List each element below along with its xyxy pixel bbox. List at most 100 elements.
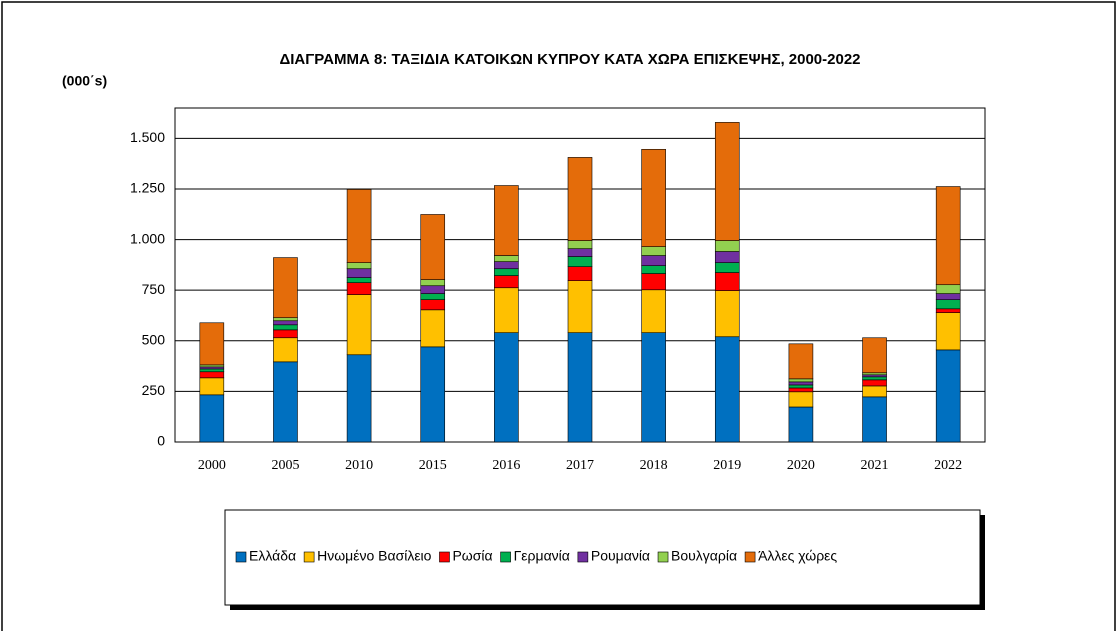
x-tick-label: 2015 xyxy=(419,458,447,473)
bar-segment xyxy=(273,361,298,443)
bar-segment xyxy=(273,337,298,363)
bar-segment xyxy=(935,312,961,351)
bar-segment xyxy=(788,387,814,393)
legend-label: Ρωσία xyxy=(452,548,492,564)
bar-segment xyxy=(420,279,446,287)
bar-segment xyxy=(567,157,593,241)
bar-segment xyxy=(714,240,740,252)
bar-segment xyxy=(420,285,446,294)
bar-segment xyxy=(199,322,225,366)
legend-label: Ρουμανία xyxy=(591,548,650,564)
legend-swatch xyxy=(303,551,315,563)
legend-swatch xyxy=(577,551,589,563)
bar-segment xyxy=(346,189,372,263)
x-tick-label: 2022 xyxy=(934,458,962,473)
y-tick-label: 500 xyxy=(142,331,166,347)
bar-segment xyxy=(788,391,814,408)
x-tick-label: 2021 xyxy=(861,458,889,473)
legend-label: Ηνωμένο Βασίλειο xyxy=(317,548,432,564)
bar-segment xyxy=(862,337,887,374)
y-tick-label: 1.000 xyxy=(130,230,165,246)
bar-segment xyxy=(567,280,593,333)
y-tick-label: 750 xyxy=(142,281,166,297)
bar-segment xyxy=(567,266,593,281)
bar-segment xyxy=(494,275,519,289)
bar-segment xyxy=(199,364,225,368)
bar-segment xyxy=(420,299,446,311)
bar-segment xyxy=(346,354,372,443)
y-axis-label: (000΄s) xyxy=(62,73,107,89)
bar-segment xyxy=(199,394,225,443)
bar-segment xyxy=(641,148,666,247)
bar-segment xyxy=(641,246,666,256)
legend-swatch xyxy=(235,551,247,563)
bar-segment xyxy=(273,317,298,322)
bar-segment xyxy=(567,332,593,443)
bar-segment xyxy=(641,255,666,266)
y-tick-label: 1.250 xyxy=(130,180,165,196)
bar-segment xyxy=(935,284,961,294)
bar-segment xyxy=(641,332,666,443)
bar-segment xyxy=(346,282,372,295)
bar-segment xyxy=(862,374,887,378)
bar-segment xyxy=(641,289,666,333)
legend-swatch xyxy=(744,551,756,563)
bar-segment xyxy=(346,268,372,278)
bar-segment xyxy=(346,262,372,270)
legend-label: Άλλες χώρες xyxy=(758,548,837,564)
legend-swatch xyxy=(500,551,511,563)
y-tick-label: 1.500 xyxy=(130,129,165,145)
bar-segment xyxy=(494,261,519,270)
legend-label: Βουλγαρία xyxy=(671,548,737,564)
bar-segment xyxy=(273,324,298,331)
legend-box xyxy=(224,509,981,606)
bar-segment xyxy=(494,185,519,256)
bar-segment xyxy=(935,293,961,300)
bar-segment xyxy=(788,378,814,383)
bar-segment xyxy=(714,251,740,263)
bar-segment xyxy=(862,372,887,376)
x-tick-label: 2005 xyxy=(271,458,299,473)
legend-swatch xyxy=(657,551,669,563)
legend-swatch xyxy=(439,551,450,563)
bar-segment xyxy=(494,255,519,262)
bar-segment xyxy=(935,186,961,286)
bar-segment xyxy=(788,406,814,443)
bar-segment xyxy=(641,273,666,291)
legend-label: Γερμανία xyxy=(514,548,570,564)
x-tick-label: 2020 xyxy=(787,458,815,473)
bar-segment xyxy=(567,240,593,249)
bar-segment xyxy=(346,277,372,283)
bar-segment xyxy=(935,349,961,443)
bar-segment xyxy=(199,366,225,370)
bar-segment xyxy=(199,368,225,373)
x-tick-label: 2019 xyxy=(713,458,741,473)
bar-segment xyxy=(714,336,740,443)
bar-segment xyxy=(199,371,225,379)
bar-segment xyxy=(420,293,446,300)
bar-segment xyxy=(199,377,225,396)
bar-segment xyxy=(420,309,446,348)
y-tick-label: 0 xyxy=(157,433,165,449)
bar-segment xyxy=(567,256,593,268)
x-tick-label: 2000 xyxy=(198,458,226,473)
bar-segment xyxy=(714,262,740,273)
y-tick-label: 250 xyxy=(142,382,166,398)
bar-segment xyxy=(935,299,961,310)
bar-segment xyxy=(714,122,740,241)
bar-segment xyxy=(862,379,887,387)
bar-segment xyxy=(494,332,519,443)
bar-segment xyxy=(567,248,593,257)
bar-segment xyxy=(420,214,446,280)
x-tick-label: 2010 xyxy=(345,458,373,473)
bar-segment xyxy=(273,320,298,326)
chart-title: ΔΙΑΓΡΑΜΜΑ 8: ΤΑΞΙΔΙΑ ΚΑΤΟΙΚΩΝ ΚΥΠΡΟΥ ΚΑΤ… xyxy=(279,51,860,68)
x-tick-label: 2016 xyxy=(492,458,520,473)
bar-segment xyxy=(788,381,814,386)
bar-segment xyxy=(862,376,887,381)
bar-segment xyxy=(714,290,740,338)
bar-segment xyxy=(273,329,298,339)
bar-segment xyxy=(862,385,887,398)
bar-segment xyxy=(346,294,372,356)
